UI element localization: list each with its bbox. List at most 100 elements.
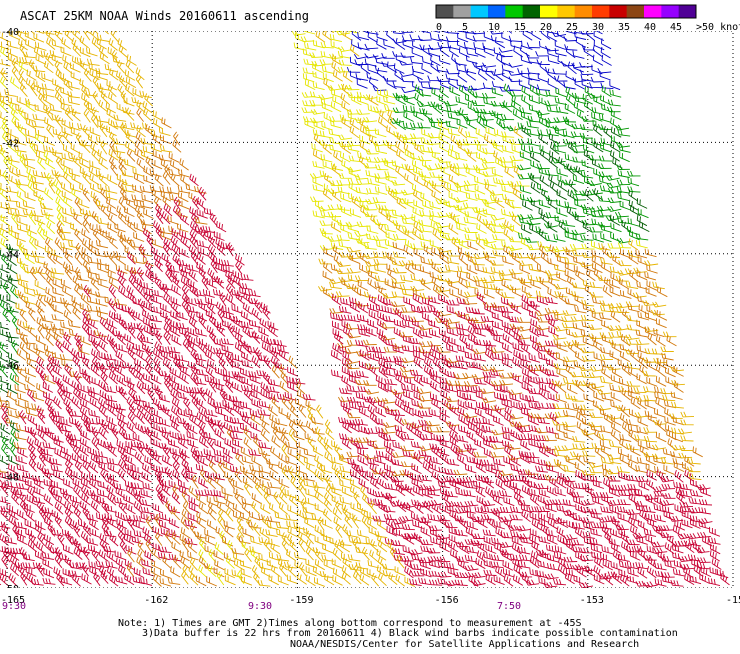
wind-barb (46, 158, 55, 169)
wind-barb (440, 503, 450, 513)
wind-barb (517, 181, 530, 186)
wind-barb (312, 61, 325, 66)
wind-barb (710, 550, 720, 561)
wind-barb (460, 47, 470, 57)
wind-barb (644, 427, 657, 432)
wind-barb (491, 555, 503, 561)
wind-barb (75, 252, 82, 265)
wind-barb (651, 310, 664, 315)
wind-barb (332, 463, 341, 474)
wind-barb (531, 319, 541, 330)
wind-barb (6, 195, 18, 201)
wind-barb (233, 480, 243, 490)
wind-barb (306, 547, 313, 560)
wind-barb (222, 487, 233, 496)
wind-barb (563, 220, 575, 227)
wind-barb (438, 34, 450, 41)
wind-barb (646, 287, 656, 296)
wind-barb (564, 563, 577, 569)
wind-barb (99, 174, 107, 186)
wind-barb (502, 292, 515, 298)
wind-barb (601, 506, 613, 513)
wind-barb (356, 238, 369, 243)
wind-barb (451, 549, 461, 560)
wind-barb (620, 434, 632, 442)
wind-barb (11, 563, 19, 576)
wind-barb (639, 481, 649, 491)
wind-barb (348, 141, 361, 146)
wind-barb (100, 53, 109, 64)
wind-barb (199, 556, 208, 568)
wind-barb (637, 374, 647, 384)
wind-barb (429, 329, 440, 338)
wind-barb (325, 173, 334, 185)
wind-barb (661, 525, 674, 530)
wind-barb (310, 197, 323, 202)
wind-barb (100, 229, 109, 240)
wind-barb (580, 556, 593, 561)
wind-barb (10, 166, 20, 177)
wind-barb (128, 220, 137, 232)
wind-barb (430, 33, 442, 41)
wind-barb (688, 467, 701, 472)
wind-barb (317, 405, 323, 418)
wind-barb (573, 564, 587, 570)
wind-barb (33, 114, 45, 121)
wind-barb (9, 307, 16, 320)
wind-barb (375, 282, 386, 290)
legend-label: 20 (540, 22, 552, 33)
wind-barb (63, 216, 73, 225)
wind-barb (209, 315, 217, 328)
wind-barb (171, 310, 181, 320)
wind-barb (36, 348, 44, 360)
wind-barb (502, 352, 514, 360)
wind-barb (310, 100, 323, 105)
wind-barb (15, 562, 26, 570)
wind-barb (402, 76, 415, 82)
wind-barb (484, 536, 494, 545)
wind-barb (647, 265, 658, 274)
wind-barb (610, 266, 622, 274)
wind-barb (144, 292, 152, 305)
wind-barb (602, 55, 612, 66)
wind-barb (306, 575, 315, 586)
wind-barb (100, 124, 107, 137)
wind-barb (445, 235, 458, 240)
wind-barb (611, 223, 622, 232)
wind-barb (154, 197, 161, 210)
wind-barb (136, 75, 143, 89)
wind-barb (482, 501, 496, 507)
wind-barb (621, 405, 630, 417)
wind-barb (27, 436, 35, 448)
wind-barb (338, 51, 350, 58)
wind-barb (305, 497, 316, 506)
wind-barb (601, 553, 612, 562)
wind-barb (128, 517, 134, 531)
wind-barb (303, 394, 316, 400)
wind-barb (232, 382, 242, 393)
wind-barb (186, 409, 197, 417)
pass-time-label: 9:30 (248, 601, 272, 612)
wind-barb (134, 530, 145, 538)
wind-barb (52, 170, 64, 177)
wind-barb (133, 433, 143, 443)
wind-barb (302, 107, 315, 112)
wind-barb (87, 513, 98, 521)
legend-swatch (679, 5, 697, 18)
wind-barb (153, 503, 163, 513)
wind-barb (63, 375, 72, 386)
wind-barb (126, 60, 134, 73)
wind-barb (294, 552, 306, 559)
wind-barb (626, 281, 638, 288)
wind-barb (648, 414, 658, 424)
wind-barb (355, 174, 368, 179)
wind-barb (96, 450, 108, 457)
wind-barb (63, 544, 73, 554)
wind-barb (333, 343, 342, 354)
wind-barb (502, 297, 513, 306)
wind-barb (402, 88, 416, 93)
wind-barb (0, 375, 9, 384)
wind-barb (405, 484, 414, 495)
wind-barb (228, 540, 235, 553)
wind-barb (333, 321, 343, 331)
